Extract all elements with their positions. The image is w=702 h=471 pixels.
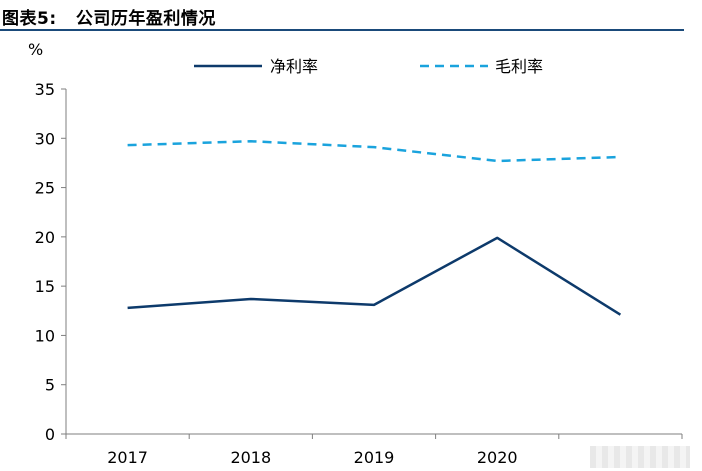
y-axis-unit-label: % — [28, 40, 43, 59]
title-divider — [0, 29, 684, 31]
y-tick-label: 5 — [45, 376, 55, 395]
y-tick-label: 35 — [35, 80, 55, 99]
y-tick-label: 15 — [35, 277, 55, 296]
y-tick-label: 10 — [35, 326, 55, 345]
figure-title: 图表5: 公司历年盈利情况 — [2, 9, 216, 29]
y-tick-label: 20 — [35, 228, 55, 247]
x-tick-label: 2017 — [107, 448, 148, 467]
watermark-blur — [590, 446, 690, 468]
legend-label: 净利率 — [270, 57, 318, 76]
y-tick-label: 25 — [35, 179, 55, 198]
y-tick-label: 30 — [35, 129, 55, 148]
series-line-net-margin — [127, 236, 622, 316]
x-tick-label: 2019 — [354, 448, 395, 467]
x-tick-label: 2020 — [477, 448, 518, 467]
x-tick-label: 2018 — [230, 448, 271, 467]
y-tick-label: 0 — [45, 425, 55, 444]
series-line-gross-margin — [127, 139, 621, 163]
figure-header: 图表5: 公司历年盈利情况 — [0, 0, 702, 32]
legend-label: 毛利率 — [495, 57, 543, 76]
